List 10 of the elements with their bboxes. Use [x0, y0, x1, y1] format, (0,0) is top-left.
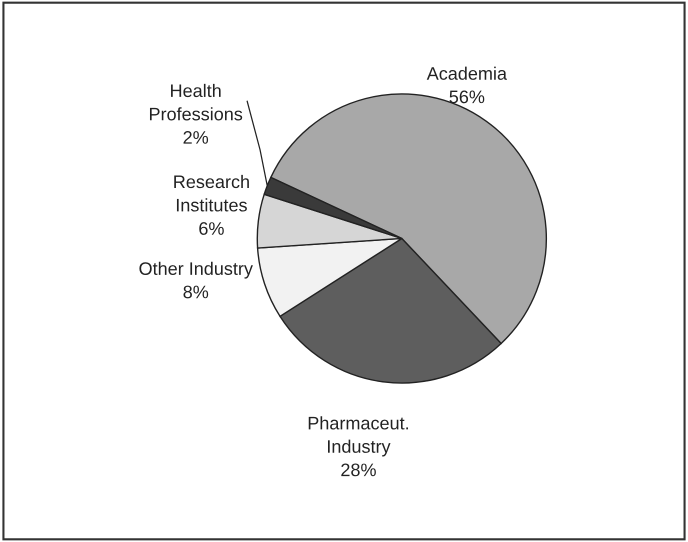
data-label: 2%	[184, 131, 208, 144]
slice-label: Other Industry	[139, 262, 253, 279]
slice-label: Pharmaceut. Industry	[308, 416, 408, 456]
slice-label: Health Professions	[150, 84, 242, 120]
slice-label: Research Institutes	[174, 174, 249, 212]
data-label: 28%	[341, 463, 376, 476]
slice-label: Academia	[426, 66, 507, 80]
data-label: 8%	[183, 286, 208, 298]
data-label: 6%	[199, 222, 224, 235]
data-label: 56%	[450, 90, 484, 104]
